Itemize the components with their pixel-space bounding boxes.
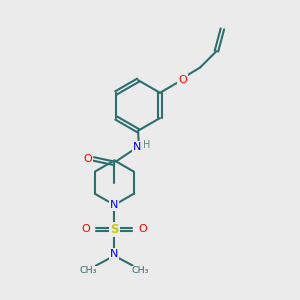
Text: CH₃: CH₃ [132, 266, 149, 275]
Text: CH₃: CH₃ [80, 266, 97, 275]
Text: O: O [83, 154, 92, 164]
Text: S: S [110, 223, 118, 236]
Text: N: N [132, 142, 141, 152]
Text: O: O [81, 224, 90, 234]
Text: H: H [143, 140, 150, 150]
Text: O: O [178, 75, 187, 85]
Text: N: N [110, 200, 118, 210]
Text: N: N [110, 249, 118, 259]
Text: O: O [139, 224, 148, 234]
